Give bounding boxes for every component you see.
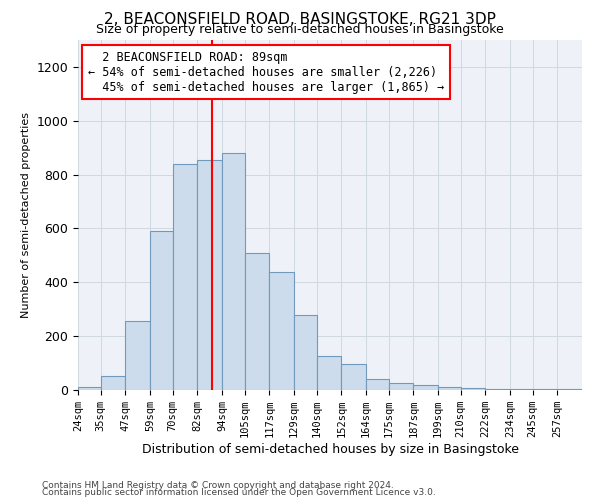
Bar [125, 322, 150, 390]
Bar [222, 153, 245, 390]
Bar [294, 314, 317, 390]
Bar [413, 384, 438, 390]
Bar [101, 376, 125, 390]
Bar [245, 252, 269, 390]
Text: 2, BEACONSFIELD ROAD, BASINGSTOKE, RG21 3DP: 2, BEACONSFIELD ROAD, BASINGSTOKE, RG21 … [104, 12, 496, 28]
Bar [389, 384, 413, 390]
Text: Size of property relative to semi-detached houses in Basingstoke: Size of property relative to semi-detach… [96, 22, 504, 36]
Bar [533, 389, 557, 390]
Bar [557, 389, 582, 390]
Bar [341, 364, 366, 390]
Text: Contains HM Land Registry data © Crown copyright and database right 2024.: Contains HM Land Registry data © Crown c… [42, 480, 394, 490]
Y-axis label: Number of semi-detached properties: Number of semi-detached properties [21, 112, 31, 318]
X-axis label: Distribution of semi-detached houses by size in Basingstoke: Distribution of semi-detached houses by … [142, 443, 518, 456]
Bar [510, 389, 533, 390]
Text: Contains public sector information licensed under the Open Government Licence v3: Contains public sector information licen… [42, 488, 436, 497]
Bar [317, 356, 341, 390]
Bar [78, 388, 101, 390]
Bar [269, 272, 294, 390]
Bar [438, 388, 461, 390]
Bar [197, 160, 222, 390]
Bar [173, 164, 197, 390]
Bar [485, 388, 510, 390]
Bar [150, 231, 173, 390]
Text: 2 BEACONSFIELD ROAD: 89sqm  
← 54% of semi-detached houses are smaller (2,226)
 : 2 BEACONSFIELD ROAD: 89sqm ← 54% of semi… [88, 50, 445, 94]
Bar [366, 379, 389, 390]
Bar [461, 388, 485, 390]
